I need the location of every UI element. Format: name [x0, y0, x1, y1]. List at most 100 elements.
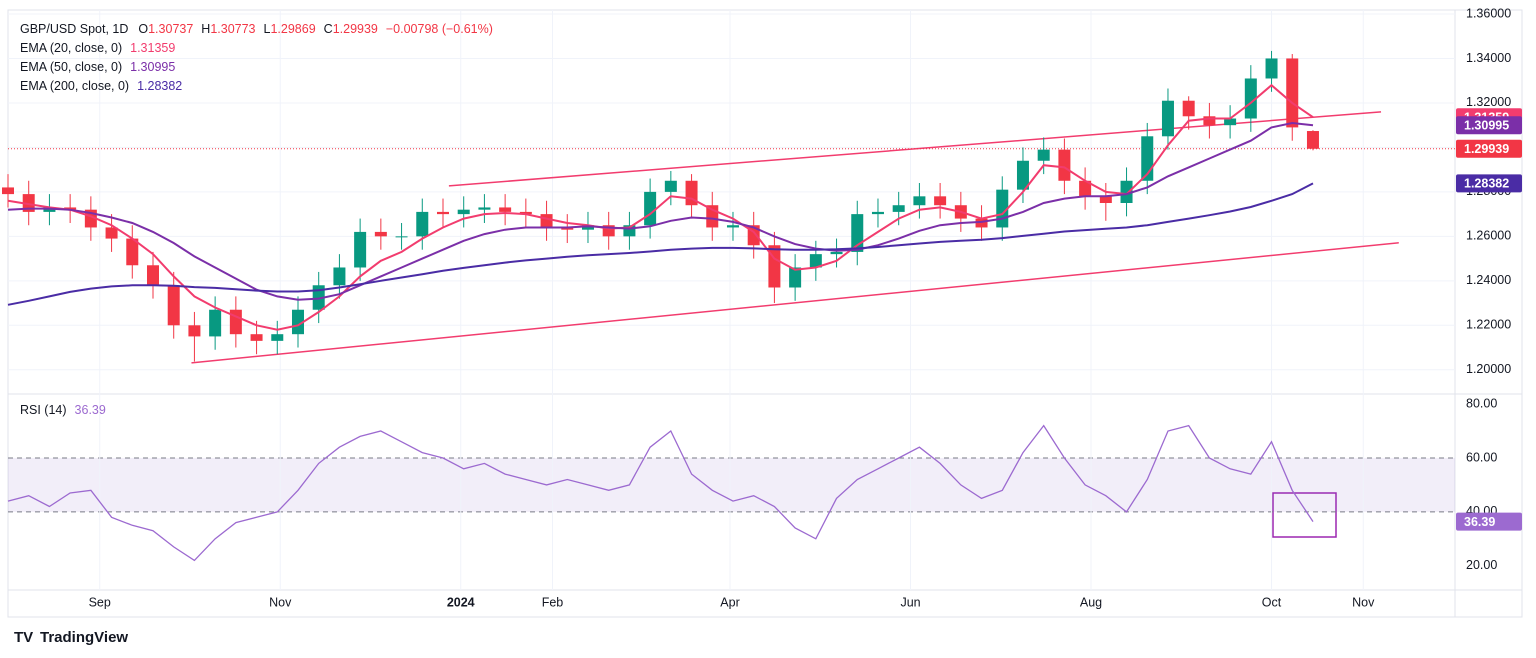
- candle-body: [291, 309, 304, 335]
- y-tick-label: 1.24000: [1466, 273, 1511, 287]
- candle-body: [1016, 160, 1029, 190]
- y-tick-label: 1.34000: [1466, 51, 1511, 65]
- candle-body: [229, 309, 242, 335]
- y-tick-label: 1.20000: [1466, 362, 1511, 376]
- candle-body: [22, 194, 35, 212]
- ohlc-value: 1.30737: [148, 22, 193, 36]
- ohlc-value: 1.29869: [270, 22, 315, 36]
- series-line: [7, 182, 1314, 306]
- legend-header: GBP/USD Spot, 1D O1.30737 H1.30773 L1.29869…: [20, 22, 493, 36]
- ohlc-label: L: [264, 22, 271, 36]
- ohlc-label: O: [138, 22, 148, 36]
- candle-body: [2, 187, 14, 195]
- rsi-tick-label: 60.00: [1466, 450, 1497, 464]
- x-tick-label: Feb: [542, 595, 564, 609]
- candle-body: [1224, 118, 1237, 126]
- candle-body: [1244, 78, 1257, 119]
- x-tick-label: Oct: [1262, 595, 1282, 609]
- y-tick-label: 1.36000: [1466, 6, 1511, 20]
- candle-body: [1161, 100, 1174, 137]
- price-tag: [1456, 139, 1522, 158]
- candle-body: [395, 236, 408, 238]
- ohlc-label: H: [201, 22, 210, 36]
- series-line: [7, 424, 1314, 562]
- price-tag-label: 1.29939: [1464, 142, 1509, 156]
- series-line: [7, 83, 1314, 331]
- candle-body: [1265, 58, 1278, 79]
- candle-body: [1306, 131, 1319, 149]
- legend-entry: EMA (50, close, 0) 1.30995: [20, 60, 175, 74]
- candle-body: [1203, 116, 1216, 126]
- brand-logo: TV: [14, 629, 33, 646]
- candle-body: [333, 267, 346, 286]
- ohlc-value: 1.29939: [333, 22, 378, 36]
- x-tick-label: Apr: [720, 595, 739, 609]
- change: −0.00798 (−0.61%): [386, 22, 493, 36]
- x-tick-label: Aug: [1080, 595, 1102, 609]
- candle-body: [809, 254, 822, 268]
- ohlc-label: C: [324, 22, 333, 36]
- candle-body: [1079, 180, 1092, 197]
- legend-value: 36.39: [75, 403, 106, 417]
- candle-body: [602, 225, 615, 237]
- candle-body: [354, 231, 367, 268]
- candle-body: [1120, 180, 1133, 204]
- x-tick-label: Nov: [1352, 595, 1375, 609]
- candle-body: [623, 225, 636, 237]
- candle-body: [1099, 196, 1112, 204]
- legend-value: 1.28382: [137, 79, 182, 93]
- rsi-tick-label: 80.00: [1466, 396, 1497, 410]
- candle-body: [416, 211, 429, 237]
- candle-body: [892, 205, 905, 212]
- candle-body: [209, 309, 222, 337]
- legend-value: 1.31359: [130, 41, 175, 55]
- candle-body: [43, 207, 56, 212]
- ohlc-value: 1.30773: [210, 22, 255, 36]
- candle-body: [146, 265, 159, 286]
- legend-name: EMA (200, close, 0): [20, 79, 129, 93]
- candle-body: [519, 211, 532, 215]
- candle-body: [188, 325, 201, 337]
- x-tick-label: 2024: [447, 595, 475, 609]
- rsi-band: [8, 457, 1455, 512]
- price-tag-label: 1.28382: [1464, 177, 1509, 191]
- legend-name: EMA (50, close, 0): [20, 60, 122, 74]
- candle-body: [250, 334, 263, 341]
- candle-body: [64, 207, 77, 210]
- candle-body: [975, 218, 988, 228]
- frame: [7, 9, 1523, 618]
- candle-body: [105, 227, 118, 239]
- candle-body: [644, 191, 657, 226]
- candle-body: [664, 180, 677, 192]
- symbol: GBP/USD Spot, 1D: [20, 22, 128, 36]
- candle-body: [561, 227, 574, 230]
- candle-body: [913, 196, 926, 206]
- legend-value: 1.30995: [130, 60, 175, 74]
- series-line: [7, 121, 1314, 301]
- candle-body: [374, 231, 387, 237]
- candle-body: [478, 207, 491, 210]
- y-tick-label: 1.32000: [1466, 95, 1511, 109]
- brand: TradingView: [40, 629, 128, 646]
- candle-body: [726, 225, 739, 228]
- candle-body: [126, 238, 139, 266]
- legend-entry: EMA (20, close, 0) 1.31359: [20, 41, 175, 55]
- candle-body: [499, 207, 512, 212]
- y-tick-label: 1.22000: [1466, 318, 1511, 332]
- candle-body: [1182, 100, 1195, 117]
- x-tick-label: Jun: [900, 595, 920, 609]
- candle-body: [789, 267, 802, 288]
- rsi-tick-label: 20.00: [1466, 558, 1497, 572]
- legend-entry: EMA (200, close, 0) 1.28382: [20, 79, 182, 93]
- rsi-legend: RSI (14) 36.39: [20, 403, 106, 417]
- x-tick-label: Nov: [269, 595, 292, 609]
- x-tick-label: Sep: [89, 595, 111, 609]
- candle-body: [934, 196, 947, 206]
- candle-body: [1058, 149, 1071, 181]
- price-tag-label: 36.39: [1464, 515, 1495, 529]
- legend-name: EMA (20, close, 0): [20, 41, 122, 55]
- candle-body: [871, 211, 884, 215]
- candle-body: [167, 285, 180, 326]
- legend-name: RSI (14): [20, 403, 67, 417]
